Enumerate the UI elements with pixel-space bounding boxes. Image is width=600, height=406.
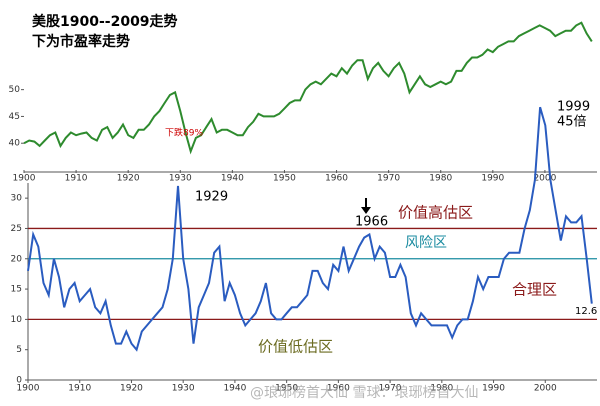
x-tick-label: 1900 [17,384,40,394]
y-tick-label: 15 [11,285,22,295]
x-tick-label: 2000 [533,174,556,184]
y-tick-label: 25 [11,224,22,234]
x-tick-label: 1920 [120,384,143,394]
x-tick-label: 1910 [65,174,88,184]
x-tick-label: 1960 [327,384,350,394]
annotation: 1966 [355,215,388,230]
x-tick-label: 1920 [117,174,140,184]
annotation: 1999 [557,100,590,115]
x-tick-label: 1980 [430,384,453,394]
y-tick-label: 45 [9,112,20,122]
chart-title: 美股1900--2009走势 [32,13,178,30]
annotation: 45倍 [557,115,587,130]
x-tick-label: 1950 [275,384,298,394]
chart-subtitle: 下为市盈率走势 [32,33,130,50]
y-tick-label: 0 [16,376,22,386]
data-line [27,106,593,352]
annotation: 1929 [195,190,228,205]
y-tick-label: 30 [11,194,23,204]
x-tick-label: 1930 [169,174,192,184]
x-tick-label: 1970 [379,384,402,394]
x-tick-label: 1950 [273,174,296,184]
annotation: 价值高估区 [398,204,473,222]
y-tick-label: 10 [11,315,23,325]
annotation: 合理区 [512,281,557,299]
x-tick-label: 1900 [13,174,36,184]
x-tick-label: 1960 [325,174,348,184]
data-line [23,21,593,155]
x-tick-label: 1940 [223,384,246,394]
y-tick-label: 50 [9,85,21,95]
annotation: 价值低估区 [258,338,333,356]
x-tick-label: 1970 [377,174,400,184]
x-tick-label: 1990 [481,174,504,184]
arrow-head [361,207,371,214]
x-tick-label: 1980 [429,174,452,184]
y-tick-label: 40 [9,139,21,149]
x-tick-label: 2000 [534,384,557,394]
annotation: 下跌89% [165,128,203,139]
x-tick-label: 1990 [482,384,505,394]
y-tick-label: 20 [11,254,23,264]
x-tick-label: 1930 [172,384,195,394]
annotation: 12.6 [575,306,597,317]
watermark: @琅琊榜首大仙 雪球：琅琊榜首大仙 [250,384,478,401]
annotation: 风险区 [405,235,447,251]
x-tick-label: 1910 [68,384,91,394]
y-tick-label: 5 [16,345,22,355]
x-tick-label: 1940 [221,174,244,184]
